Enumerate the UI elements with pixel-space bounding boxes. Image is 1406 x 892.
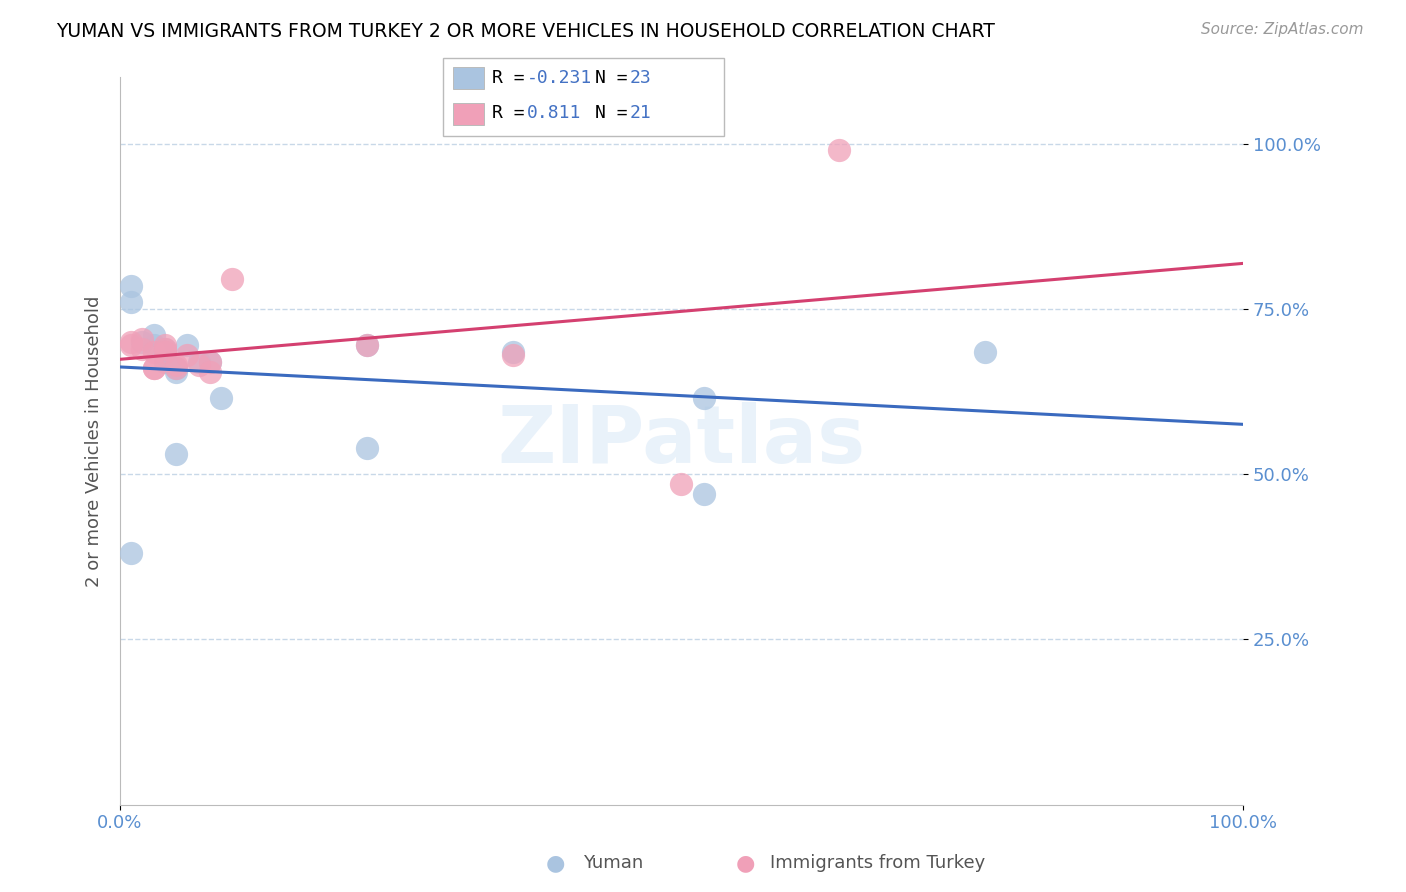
Text: 23: 23 — [630, 69, 651, 87]
Point — [153, 348, 176, 362]
Point — [973, 344, 995, 359]
Text: ●: ● — [546, 854, 565, 873]
Point — [142, 361, 165, 376]
Point — [187, 355, 209, 369]
Point — [198, 355, 221, 369]
Text: -0.231: -0.231 — [527, 69, 592, 87]
Point — [120, 295, 142, 310]
Point — [153, 342, 176, 356]
Text: 21: 21 — [630, 104, 651, 122]
Point — [828, 143, 851, 157]
Text: R =: R = — [492, 104, 536, 122]
Point — [120, 546, 142, 560]
Point — [131, 332, 153, 346]
Text: ZIPatlas: ZIPatlas — [498, 402, 866, 480]
Point — [153, 342, 176, 356]
Point — [198, 355, 221, 369]
Point — [187, 358, 209, 372]
Text: ●: ● — [735, 854, 755, 873]
Point — [165, 365, 187, 379]
Point — [120, 334, 142, 349]
Text: Yuman: Yuman — [583, 855, 644, 872]
Text: N =: N = — [595, 69, 638, 87]
Point — [153, 344, 176, 359]
Point — [221, 272, 243, 286]
Y-axis label: 2 or more Vehicles in Household: 2 or more Vehicles in Household — [86, 295, 103, 587]
Point — [131, 342, 153, 356]
Point — [142, 328, 165, 343]
Point — [693, 487, 716, 501]
Point — [165, 358, 187, 372]
Point — [176, 348, 198, 362]
Point — [671, 477, 693, 491]
Point — [165, 361, 187, 376]
Point — [165, 447, 187, 461]
Point — [502, 348, 524, 362]
Point — [356, 338, 378, 352]
Point — [142, 338, 165, 352]
Point — [502, 344, 524, 359]
Text: N =: N = — [595, 104, 638, 122]
Point — [165, 361, 187, 376]
Point — [356, 441, 378, 455]
Point — [131, 334, 153, 349]
Text: Immigrants from Turkey: Immigrants from Turkey — [770, 855, 986, 872]
Text: R =: R = — [492, 69, 536, 87]
Point — [153, 344, 176, 359]
Point — [198, 365, 221, 379]
Point — [153, 355, 176, 369]
Point — [153, 338, 176, 352]
Point — [142, 344, 165, 359]
Point — [356, 338, 378, 352]
Point — [120, 338, 142, 352]
Text: 0.811: 0.811 — [527, 104, 582, 122]
Point — [120, 278, 142, 293]
Point — [693, 391, 716, 405]
Point — [209, 391, 232, 405]
Text: YUMAN VS IMMIGRANTS FROM TURKEY 2 OR MORE VEHICLES IN HOUSEHOLD CORRELATION CHAR: YUMAN VS IMMIGRANTS FROM TURKEY 2 OR MOR… — [56, 22, 995, 41]
Point — [142, 361, 165, 376]
Text: Source: ZipAtlas.com: Source: ZipAtlas.com — [1201, 22, 1364, 37]
Point — [176, 338, 198, 352]
